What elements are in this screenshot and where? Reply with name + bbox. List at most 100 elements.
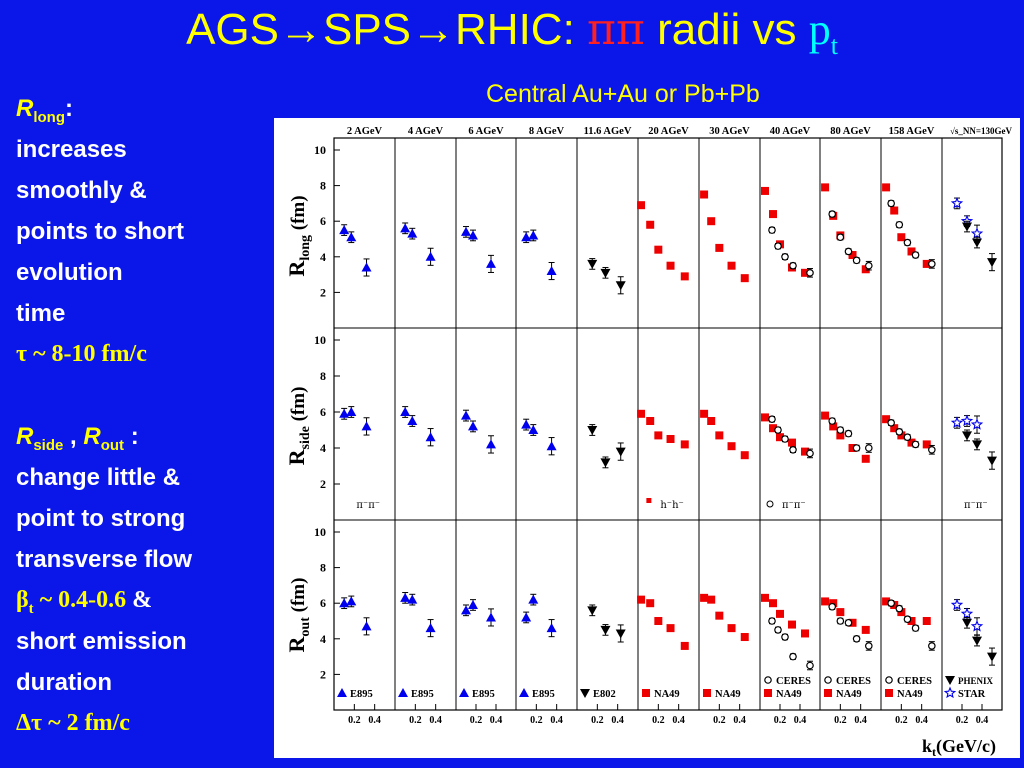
x-tick-label: 0.4 (976, 715, 989, 726)
slide-title: AGS→SPS→RHIC: ππ radii vs pt (186, 4, 838, 60)
y-tick-label: 2 (320, 667, 326, 681)
data-point-na49 (727, 261, 736, 270)
panel-label: 20 AGeV (648, 126, 689, 137)
data-point-na49 (740, 633, 749, 642)
spacer (16, 375, 274, 416)
data-point-na49 (897, 431, 906, 440)
data-point-ceres (781, 435, 789, 443)
data-point-na49 (897, 608, 906, 617)
data-point-na49 (836, 431, 845, 440)
panel-label: 8 AGeV (529, 126, 565, 137)
data-point-ceres (928, 260, 936, 268)
tau-value: τ ~ 8-10 fm/c (16, 341, 147, 367)
data-point-na49 (740, 274, 749, 283)
data-point-na49 (836, 608, 845, 617)
legend-marker (824, 689, 832, 697)
data-point-ceres (789, 261, 797, 270)
panel-label: 6 AGeV (468, 126, 504, 137)
data-point-ceres (903, 615, 912, 624)
panel-label: 2 AGeV (347, 126, 383, 137)
data-point-na49 (861, 265, 870, 274)
data-point-ceres (768, 415, 776, 424)
data-point-ceres (774, 626, 782, 634)
data-point-na49 (700, 190, 709, 199)
y-tick-label: 8 (320, 179, 326, 193)
text-line: transverse flow (16, 546, 193, 573)
data-point-na49 (922, 617, 931, 625)
text-line: duration (16, 669, 112, 696)
legend-marker (398, 688, 408, 697)
legend-label: STAR (958, 689, 986, 700)
data-point-ceres (887, 418, 895, 427)
data-point-star (970, 227, 984, 239)
data-point-e802 (615, 629, 626, 639)
data-point-na49 (907, 617, 916, 625)
beta-value: βt ~ 0.4-0.6 & (16, 587, 153, 617)
data-point-na49 (907, 247, 916, 256)
data-point-ceres (887, 599, 895, 608)
data-point-na49 (769, 210, 777, 219)
panel-label: 158 AGeV (889, 126, 935, 137)
data-point-ceres (774, 242, 782, 250)
data-point-e895 (546, 266, 557, 276)
data-point-na49 (715, 431, 724, 440)
panel-label: 40 AGeV (770, 126, 811, 137)
data-point-ceres (781, 253, 789, 261)
text-line: time (16, 300, 66, 327)
rside-rout-text: change little & point to strong transverse… (16, 457, 274, 580)
plot-frame (333, 137, 1003, 711)
hbt-radii-chart: 2 4 6 8 10 2 4 6 8 10 2 4 6 8 10 0.2 0.4 0.2 0.4 0.2 0.4 0.2 0… (274, 118, 1020, 758)
data-point-e895 (528, 230, 539, 240)
data-point-na49 (646, 599, 655, 608)
legend-marker (885, 689, 893, 697)
y-tick-label: 6 (320, 405, 326, 419)
legend-marker (642, 689, 650, 697)
x-tick-label: 0.2 (530, 715, 543, 726)
data-point-na49 (776, 433, 784, 442)
x-tick-label: 0.2 (348, 715, 361, 726)
data-point-na49 (761, 413, 769, 422)
legend-label: NA49 (715, 689, 741, 700)
data-point-e895 (461, 226, 471, 236)
y-axis-label: Rside (fm) (284, 387, 313, 466)
data-point-na49 (666, 624, 675, 633)
data-point-ceres (911, 251, 920, 259)
legend-marker (580, 689, 590, 698)
data-point-ceres (895, 220, 904, 229)
data-point-e895 (521, 232, 532, 242)
data-point-e895 (521, 612, 532, 622)
data-point-e895 (407, 228, 418, 238)
legend-marker (885, 676, 893, 684)
legend-label: CERES (897, 676, 932, 687)
data-point-na49 (848, 618, 857, 627)
x-tick-label: 0.4 (368, 715, 381, 726)
data-point-phenix (972, 440, 982, 450)
legend-marker (764, 676, 772, 684)
data-point-e895 (361, 262, 372, 272)
data-point-na49 (646, 417, 655, 425)
data-point-e895 (425, 432, 436, 442)
chart-svg: 2 4 6 8 10 2 4 6 8 10 2 4 6 8 10 0.2 0.4 0.2 0.4 0.2 0.4 0.2 0… (284, 126, 1013, 758)
pion-pair-label: π⁻π⁻ (964, 500, 988, 511)
data-point-e895 (468, 421, 478, 431)
y-tick-label: 4 (320, 250, 326, 264)
data-point-e895 (461, 410, 471, 420)
data-point-na49 (882, 415, 891, 424)
y-axis-label: Rout (fm) (284, 578, 313, 653)
data-point-ceres (828, 417, 837, 425)
data-point-na49 (890, 424, 899, 433)
x-tick-label: 0.2 (409, 715, 422, 726)
data-point-ceres (828, 210, 837, 218)
data-point-na49 (680, 641, 689, 650)
data-point-na49 (707, 417, 716, 425)
legend-label: NA49 (836, 689, 862, 700)
panel-label: 30 AGeV (709, 126, 750, 137)
data-point-na49 (897, 233, 906, 242)
data-point-e895 (339, 225, 350, 235)
data-point-e802 (587, 606, 598, 616)
legend-label: CERES (776, 676, 811, 687)
data-point-star (960, 607, 974, 620)
data-point-ceres (903, 433, 912, 442)
text-line: smoothly & (16, 177, 147, 204)
data-point-e895 (407, 416, 418, 425)
